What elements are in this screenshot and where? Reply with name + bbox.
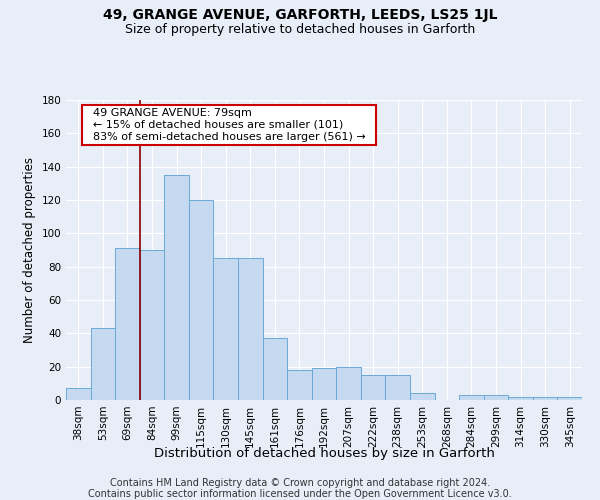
- Text: Contains public sector information licensed under the Open Government Licence v3: Contains public sector information licen…: [88, 489, 512, 499]
- Y-axis label: Number of detached properties: Number of detached properties: [23, 157, 36, 343]
- Bar: [164, 175, 189, 400]
- Bar: [459, 395, 484, 400]
- Bar: [336, 366, 361, 400]
- Bar: [385, 375, 410, 400]
- Text: 49 GRANGE AVENUE: 79sqm  
  ← 15% of detached houses are smaller (101)  
  83% o: 49 GRANGE AVENUE: 79sqm ← 15% of detache…: [86, 108, 373, 142]
- Text: Distribution of detached houses by size in Garforth: Distribution of detached houses by size …: [154, 448, 494, 460]
- Bar: [214, 258, 238, 400]
- Bar: [66, 388, 91, 400]
- Bar: [484, 395, 508, 400]
- Bar: [533, 396, 557, 400]
- Bar: [508, 396, 533, 400]
- Bar: [91, 328, 115, 400]
- Bar: [287, 370, 312, 400]
- Text: Contains HM Land Registry data © Crown copyright and database right 2024.: Contains HM Land Registry data © Crown c…: [110, 478, 490, 488]
- Text: Size of property relative to detached houses in Garforth: Size of property relative to detached ho…: [125, 22, 475, 36]
- Bar: [189, 200, 214, 400]
- Bar: [238, 258, 263, 400]
- Bar: [140, 250, 164, 400]
- Bar: [263, 338, 287, 400]
- Bar: [115, 248, 140, 400]
- Bar: [557, 396, 582, 400]
- Bar: [410, 394, 434, 400]
- Bar: [361, 375, 385, 400]
- Text: 49, GRANGE AVENUE, GARFORTH, LEEDS, LS25 1JL: 49, GRANGE AVENUE, GARFORTH, LEEDS, LS25…: [103, 8, 497, 22]
- Bar: [312, 368, 336, 400]
